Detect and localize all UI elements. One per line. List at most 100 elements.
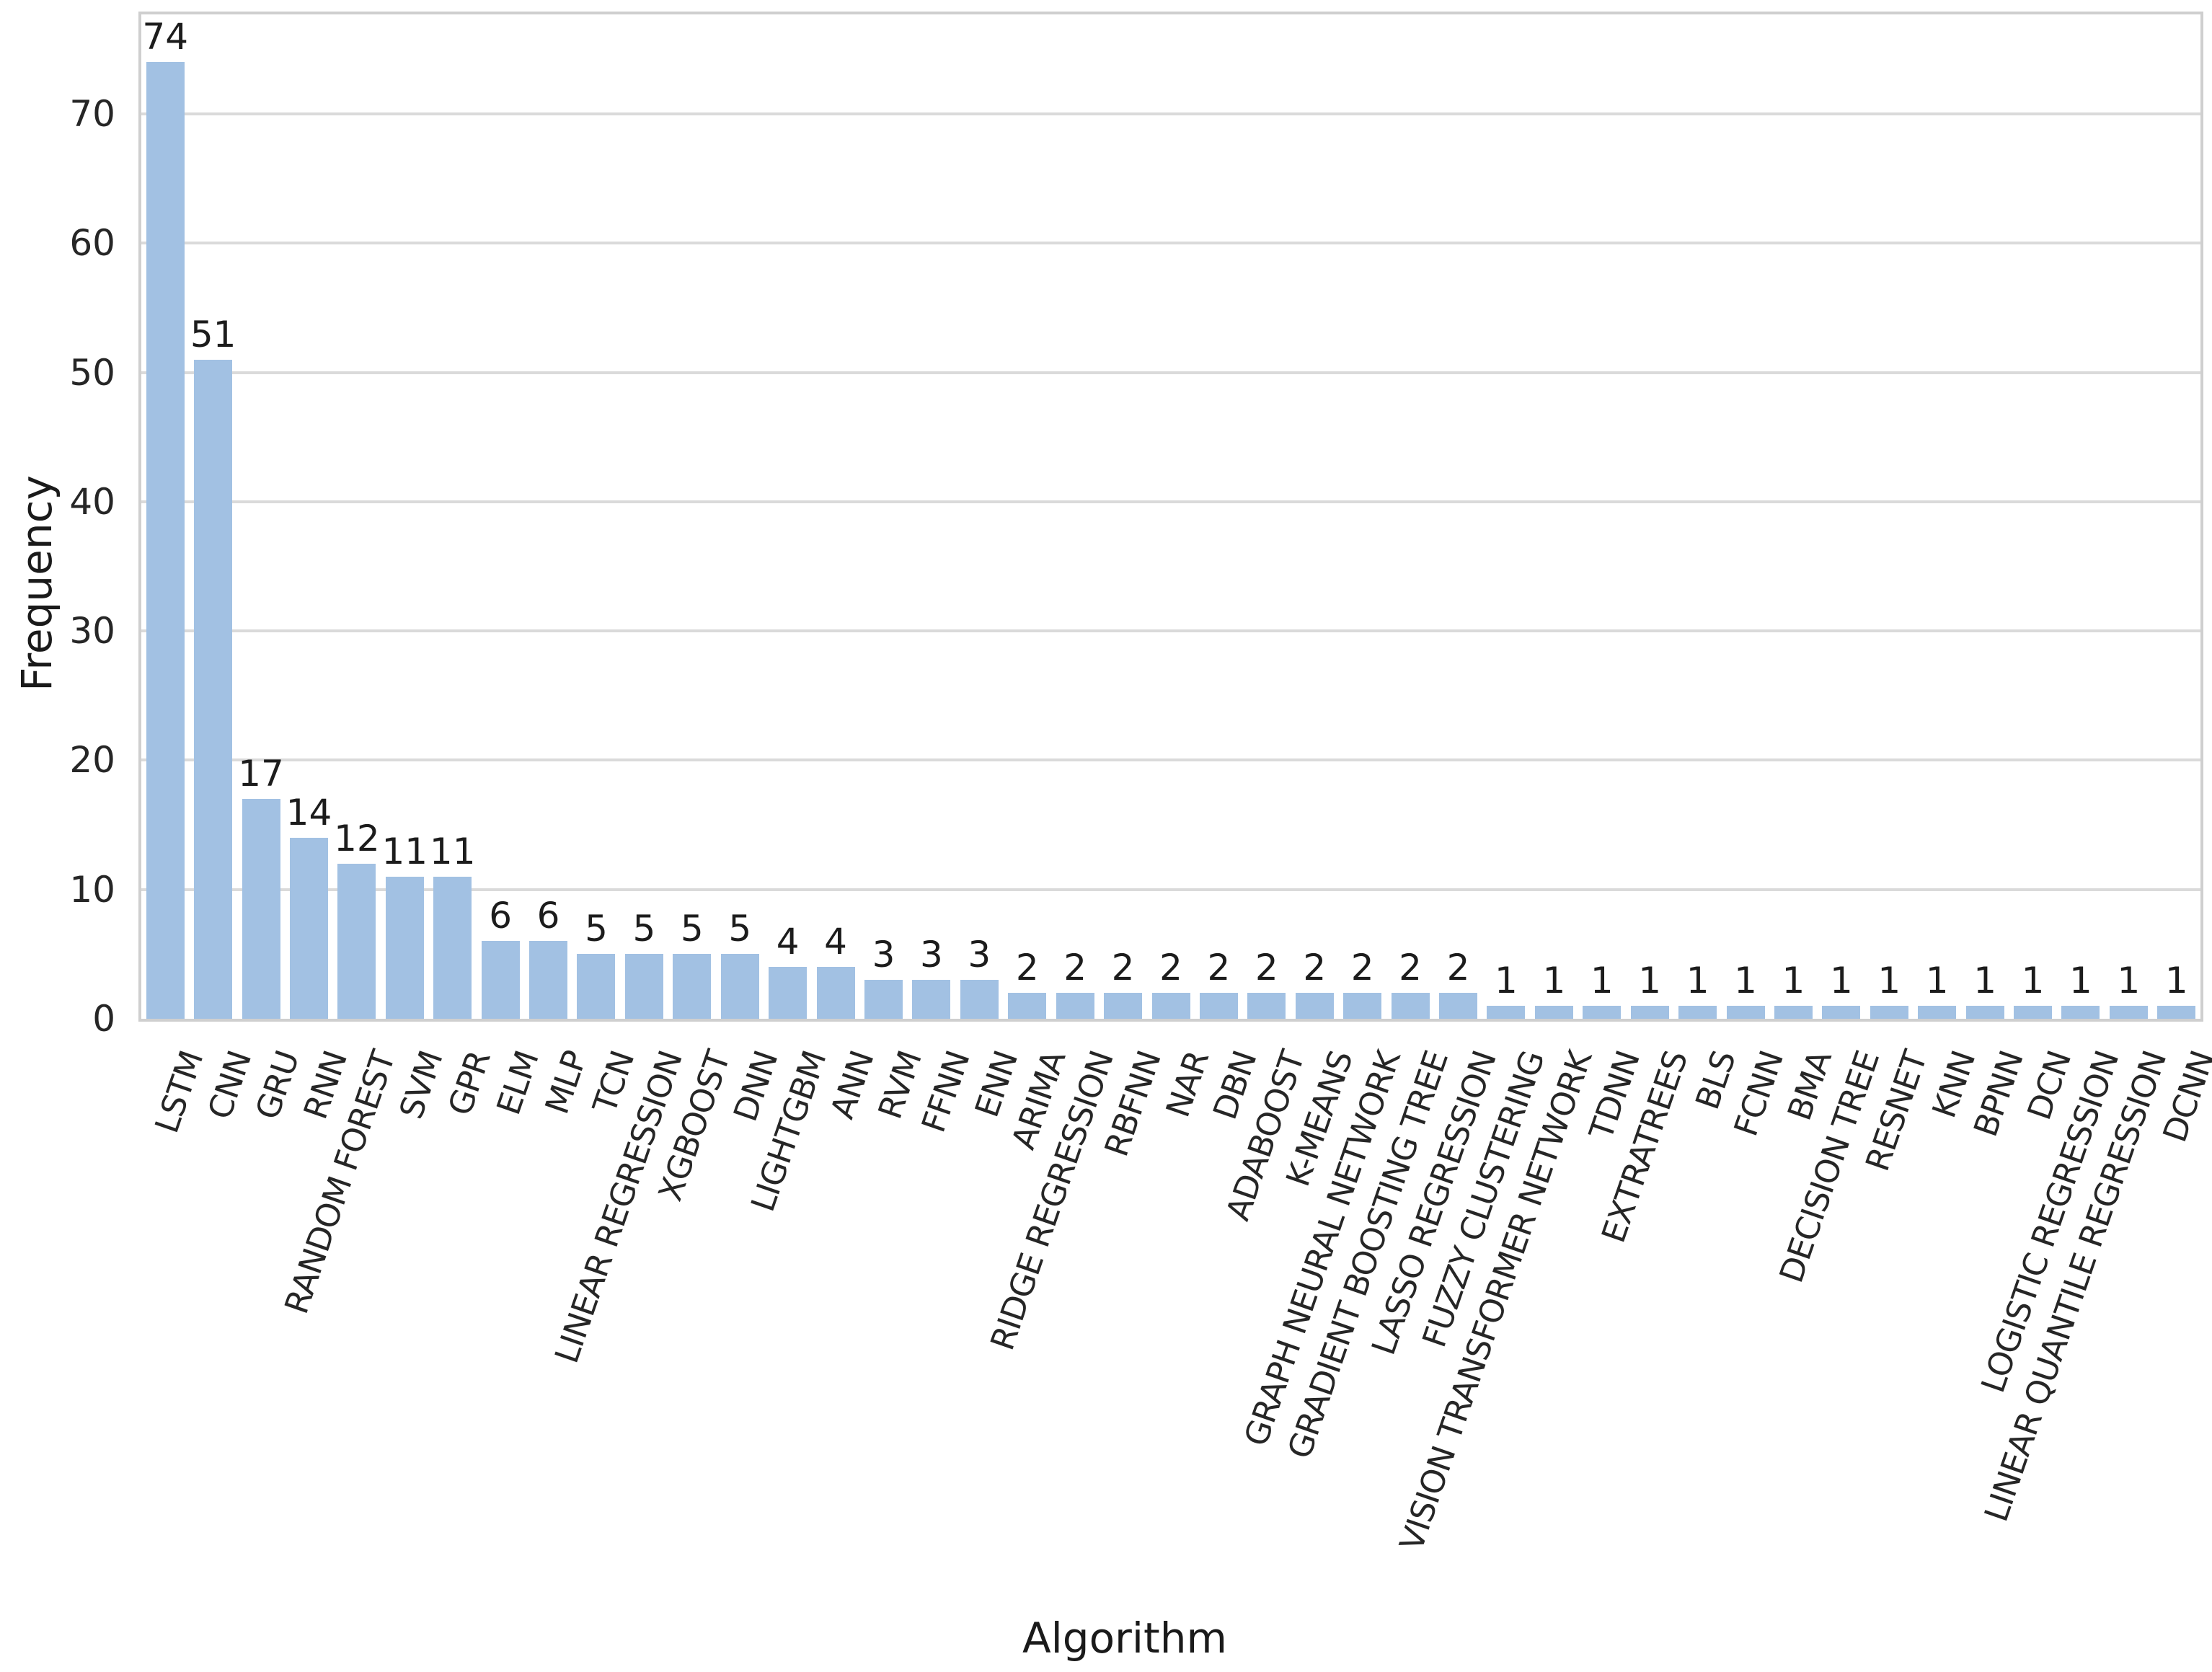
gridline-y-60 xyxy=(141,242,2200,245)
bar xyxy=(1247,993,1286,1019)
y-tick-label: 50 xyxy=(69,351,115,394)
bar-value-label: 2 xyxy=(1207,947,1231,989)
y-tick-label: 10 xyxy=(69,868,115,911)
bar xyxy=(529,941,568,1019)
bar-value-label: 12 xyxy=(334,817,380,859)
bar-value-label: 5 xyxy=(680,908,704,950)
y-axis-title: Frequency xyxy=(12,475,61,691)
y-tick-label: 60 xyxy=(69,222,115,265)
bar xyxy=(194,359,233,1019)
y-tick-label: 0 xyxy=(92,998,115,1040)
bar xyxy=(1104,993,1143,1019)
x-tick-label: GPR xyxy=(441,1046,499,1120)
bar-value-label: 74 xyxy=(142,16,189,58)
bar xyxy=(385,876,424,1019)
bar xyxy=(1343,993,1382,1019)
bar-value-label: 1 xyxy=(1782,960,1805,1002)
bar-value-label: 1 xyxy=(1973,960,1997,1002)
bar-value-label: 2 xyxy=(1015,947,1039,989)
bar-value-label: 3 xyxy=(920,934,943,976)
bar xyxy=(1870,1006,1908,1019)
bar-value-label: 2 xyxy=(1446,947,1470,989)
bar-value-label: 2 xyxy=(1399,947,1422,989)
bar-value-label: 2 xyxy=(1063,947,1087,989)
bar-value-label: 5 xyxy=(585,908,608,950)
bar xyxy=(1534,1006,1573,1019)
plot-area: 74 51 17 14 12 11 11 6 6 5 5 5 5 4 4 3 3 3 2 2 2 2 2 2 2 2 2 2 1 1 1 1 1… xyxy=(138,12,2203,1022)
bar xyxy=(2014,1006,2053,1019)
bar-value-label: 6 xyxy=(536,895,560,937)
bar xyxy=(1295,993,1334,1019)
bar-value-label: 1 xyxy=(2021,960,2045,1002)
bar-value-label: 2 xyxy=(1303,947,1327,989)
bar-value-label: 4 xyxy=(776,921,800,963)
bar xyxy=(1151,993,1190,1019)
bar-value-label: 51 xyxy=(190,313,236,355)
bar-value-label: 1 xyxy=(1877,960,1901,1002)
bar-value-label: 1 xyxy=(1542,960,1566,1002)
x-tick-label: MLP xyxy=(537,1046,594,1119)
bar xyxy=(1774,1006,1813,1019)
bar xyxy=(1726,1006,1765,1019)
bar xyxy=(1487,1006,1526,1019)
bar-value-label: 1 xyxy=(1638,960,1662,1002)
bar-value-label: 1 xyxy=(1925,960,1949,1002)
bar-value-label: 2 xyxy=(1159,947,1182,989)
bar xyxy=(433,876,472,1019)
y-tick-label: 70 xyxy=(69,93,115,136)
bar-value-label: 1 xyxy=(2069,960,2092,1002)
bar xyxy=(337,863,376,1019)
bar-value-label: 2 xyxy=(1350,947,1374,989)
bar-value-label: 6 xyxy=(489,895,513,937)
y-tick-label: 20 xyxy=(69,739,115,782)
bar xyxy=(769,967,808,1019)
y-tick-label: 40 xyxy=(69,480,115,523)
bar-value-label: 1 xyxy=(2164,960,2188,1002)
gridline-y-50 xyxy=(141,371,2200,374)
x-axis-title: Algorithm xyxy=(1022,1614,1228,1663)
bar xyxy=(720,954,759,1019)
bar xyxy=(577,954,616,1019)
bar xyxy=(1583,1006,1622,1019)
x-tick-label: ELM xyxy=(489,1046,547,1120)
bar xyxy=(673,954,712,1019)
bar xyxy=(1008,993,1047,1019)
bar xyxy=(1391,993,1430,1019)
gridline-y-40 xyxy=(141,500,2200,503)
bar xyxy=(864,980,903,1019)
bar-value-label: 1 xyxy=(1495,960,1518,1002)
bar xyxy=(1056,993,1094,1019)
bar xyxy=(2109,1006,2148,1019)
bar-value-label: 1 xyxy=(1590,960,1614,1002)
bar xyxy=(960,980,999,1019)
bar xyxy=(289,838,328,1019)
bar-value-label: 5 xyxy=(632,908,656,950)
bar xyxy=(481,941,520,1019)
bar xyxy=(242,799,280,1019)
x-tick-label: LSTM xyxy=(147,1046,211,1138)
bar-value-label: 3 xyxy=(872,934,895,976)
bar-value-label: 14 xyxy=(286,792,332,834)
bar xyxy=(2061,1006,2100,1019)
bar xyxy=(912,980,951,1019)
bar-value-label: 1 xyxy=(1734,960,1757,1002)
bar xyxy=(1630,1006,1669,1019)
bar xyxy=(624,954,663,1019)
gridline-y-70 xyxy=(141,112,2200,116)
bar xyxy=(1918,1006,1957,1019)
bar-value-label: 5 xyxy=(728,908,752,950)
bar-value-label: 4 xyxy=(824,921,847,963)
bar xyxy=(1822,1006,1861,1019)
bar xyxy=(2157,1006,2196,1019)
bar xyxy=(816,967,855,1019)
y-tick-label: 30 xyxy=(69,610,115,653)
bar-value-label: 3 xyxy=(968,934,991,976)
bar xyxy=(146,62,185,1019)
bar-value-label: 1 xyxy=(1829,960,1853,1002)
bar-value-label: 2 xyxy=(1111,947,1135,989)
bar xyxy=(1678,1006,1717,1019)
bar-value-label: 11 xyxy=(429,830,476,872)
bar xyxy=(1199,993,1238,1019)
bar xyxy=(1439,993,1477,1019)
